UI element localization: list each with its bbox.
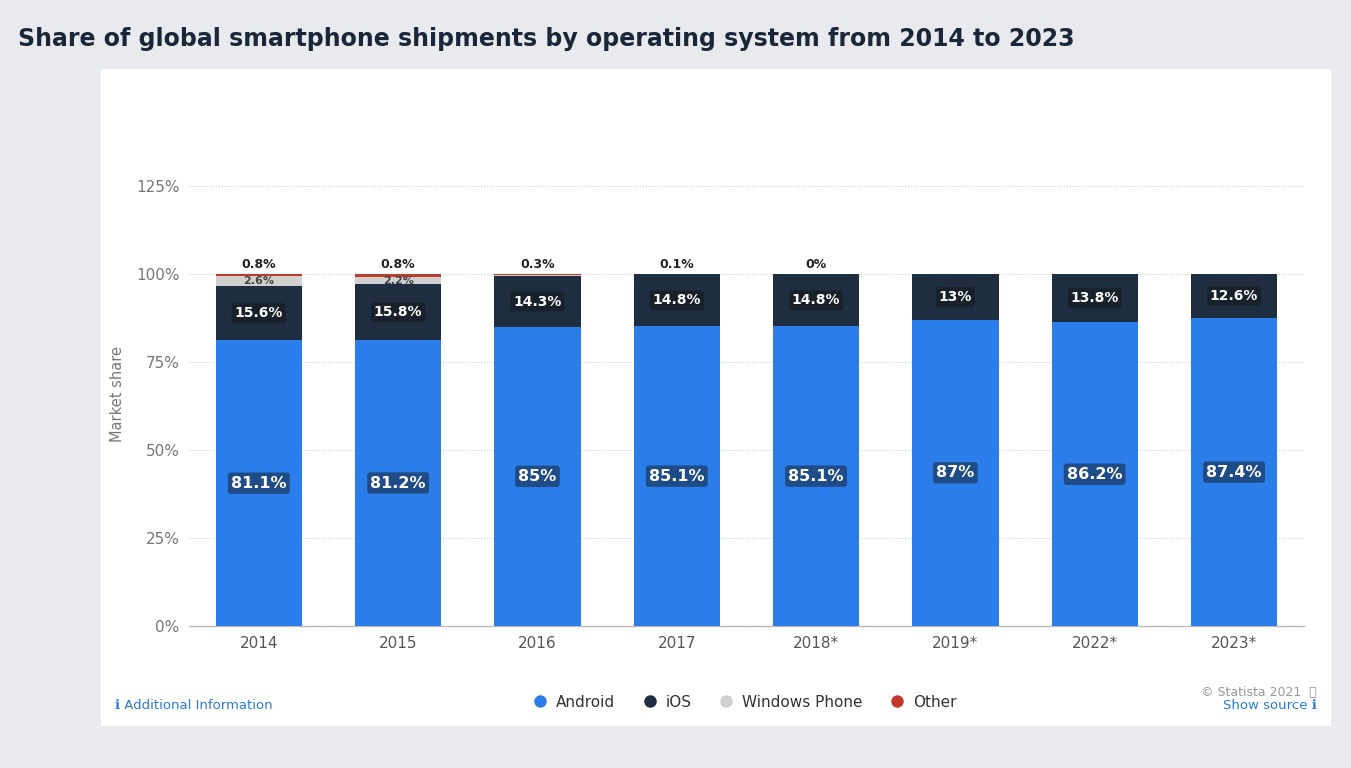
Bar [355,276,442,284]
Bar [634,274,720,326]
Text: 15.8%: 15.8% [374,306,423,319]
Bar [1190,318,1277,626]
Text: 81.2%: 81.2% [370,475,426,491]
Text: © Statista 2021  🏴: © Statista 2021 🏴 [1201,686,1317,699]
Text: 85.1%: 85.1% [789,468,844,484]
Text: 87%: 87% [936,465,974,480]
Bar [494,326,581,626]
Bar [355,340,442,626]
Bar [773,326,859,626]
Bar [355,274,442,276]
Text: 2.6%: 2.6% [243,276,274,286]
Bar [1190,274,1277,318]
Y-axis label: Market share: Market share [109,346,124,442]
Text: 12.6%: 12.6% [1210,289,1258,303]
Text: 81.1%: 81.1% [231,475,286,491]
Text: 14.3%: 14.3% [513,295,562,309]
Text: 85.1%: 85.1% [648,468,704,484]
Bar [494,276,581,326]
Bar [216,273,303,276]
Bar [634,326,720,626]
Text: 0.3%: 0.3% [520,259,555,271]
Text: 14.8%: 14.8% [653,293,701,307]
Bar [216,340,303,626]
Text: 13.8%: 13.8% [1070,291,1119,305]
Text: 0.1%: 0.1% [659,258,694,271]
Bar [1051,274,1138,323]
Text: 0%: 0% [805,259,827,271]
Text: Show source ℹ: Show source ℹ [1224,699,1317,712]
Bar [912,319,998,626]
Bar [355,284,442,340]
Text: 0.8%: 0.8% [381,258,416,271]
Bar [216,286,303,340]
Legend: Android, iOS, Windows Phone, Other: Android, iOS, Windows Phone, Other [528,687,965,717]
Text: 15.6%: 15.6% [235,306,282,320]
Text: 0.8%: 0.8% [242,258,276,271]
Text: 85%: 85% [519,468,557,484]
Text: 86.2%: 86.2% [1067,467,1123,482]
Bar [1051,323,1138,626]
Text: 2.2%: 2.2% [382,276,413,286]
Text: Share of global smartphone shipments by operating system from 2014 to 2023: Share of global smartphone shipments by … [18,27,1074,51]
Bar [494,274,581,276]
Text: 13%: 13% [939,290,973,304]
Bar [216,276,303,286]
Text: 87.4%: 87.4% [1206,465,1262,479]
Bar [773,274,859,326]
Bar [912,274,998,319]
Text: ℹ Additional Information: ℹ Additional Information [115,699,273,712]
Text: 14.8%: 14.8% [792,293,840,307]
